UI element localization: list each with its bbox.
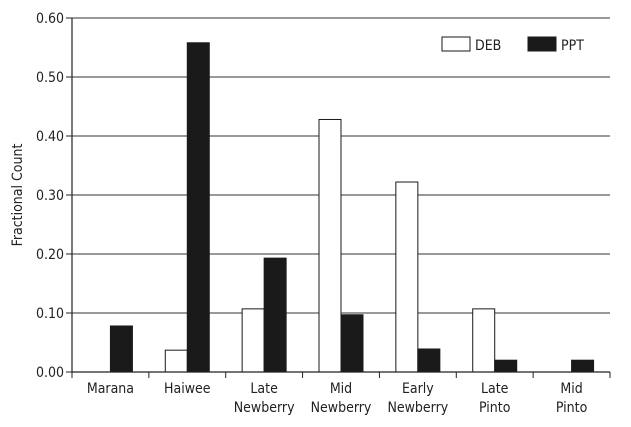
x-category-label: Late Pinto	[479, 381, 511, 416]
bar-ppt-2	[263, 257, 287, 373]
x-category-label: Marana	[87, 381, 134, 397]
x-category-label-line: Newberry	[234, 400, 295, 416]
bar-ppt-1	[186, 42, 210, 373]
y-axis-title: Fractional Count	[10, 144, 26, 247]
x-category-label: Late Newberry	[234, 381, 295, 416]
y-tick-label: 0.10	[36, 306, 64, 322]
x-category-label-line: Newberry	[387, 400, 448, 416]
x-category-label: Mid Newberry	[311, 381, 372, 416]
y-tick-label: 0.20	[36, 247, 64, 263]
bar-deb-4	[395, 181, 419, 373]
legend: DEB PPT	[441, 36, 584, 54]
x-category-label-line: Mid	[330, 381, 352, 397]
y-tick-label: 0.60	[36, 11, 64, 27]
x-category-label-line: Pinto	[479, 400, 511, 416]
legend-swatch-deb	[441, 36, 471, 52]
bar-deb-5	[472, 308, 496, 373]
y-tick-label: 0.40	[36, 129, 64, 145]
legend-label-ppt: PPT	[561, 38, 584, 54]
x-category-label: Early Newberry	[387, 381, 448, 416]
legend-swatch-ppt	[527, 36, 557, 52]
bar-deb-1	[164, 349, 188, 373]
x-category-label-line: Haiwee	[164, 381, 211, 397]
x-category-label-line: Late	[250, 381, 278, 397]
x-category-label-line: Pinto	[556, 400, 588, 416]
bar-ppt-6	[571, 359, 595, 373]
bar-ppt-3	[340, 314, 364, 373]
bars	[109, 42, 595, 373]
y-tick-label: 0.00	[36, 365, 64, 381]
x-category-label-line: Marana	[87, 381, 134, 397]
bar-deb-2	[241, 308, 265, 373]
bar-ppt-0	[109, 325, 133, 373]
tick-labels: 0.00 0.10 0.20 0.30 0.40 0.50 0.60	[36, 11, 64, 381]
y-tick-label: 0.30	[36, 188, 64, 204]
axes	[66, 17, 611, 378]
bar-ppt-4	[417, 348, 441, 373]
legend-label-deb: DEB	[475, 38, 501, 54]
bar-ppt-5	[494, 359, 518, 373]
x-category-label-line: Newberry	[311, 400, 372, 416]
x-category-label-line: Early	[402, 381, 434, 397]
y-tick-label: 0.50	[36, 70, 64, 86]
x-category-label: Haiwee	[164, 381, 211, 397]
bar-deb-3	[318, 118, 342, 373]
x-category-label: Mid Pinto	[556, 381, 588, 416]
x-category-label-line: Mid	[560, 381, 582, 397]
x-category-label-line: Late	[481, 381, 509, 397]
